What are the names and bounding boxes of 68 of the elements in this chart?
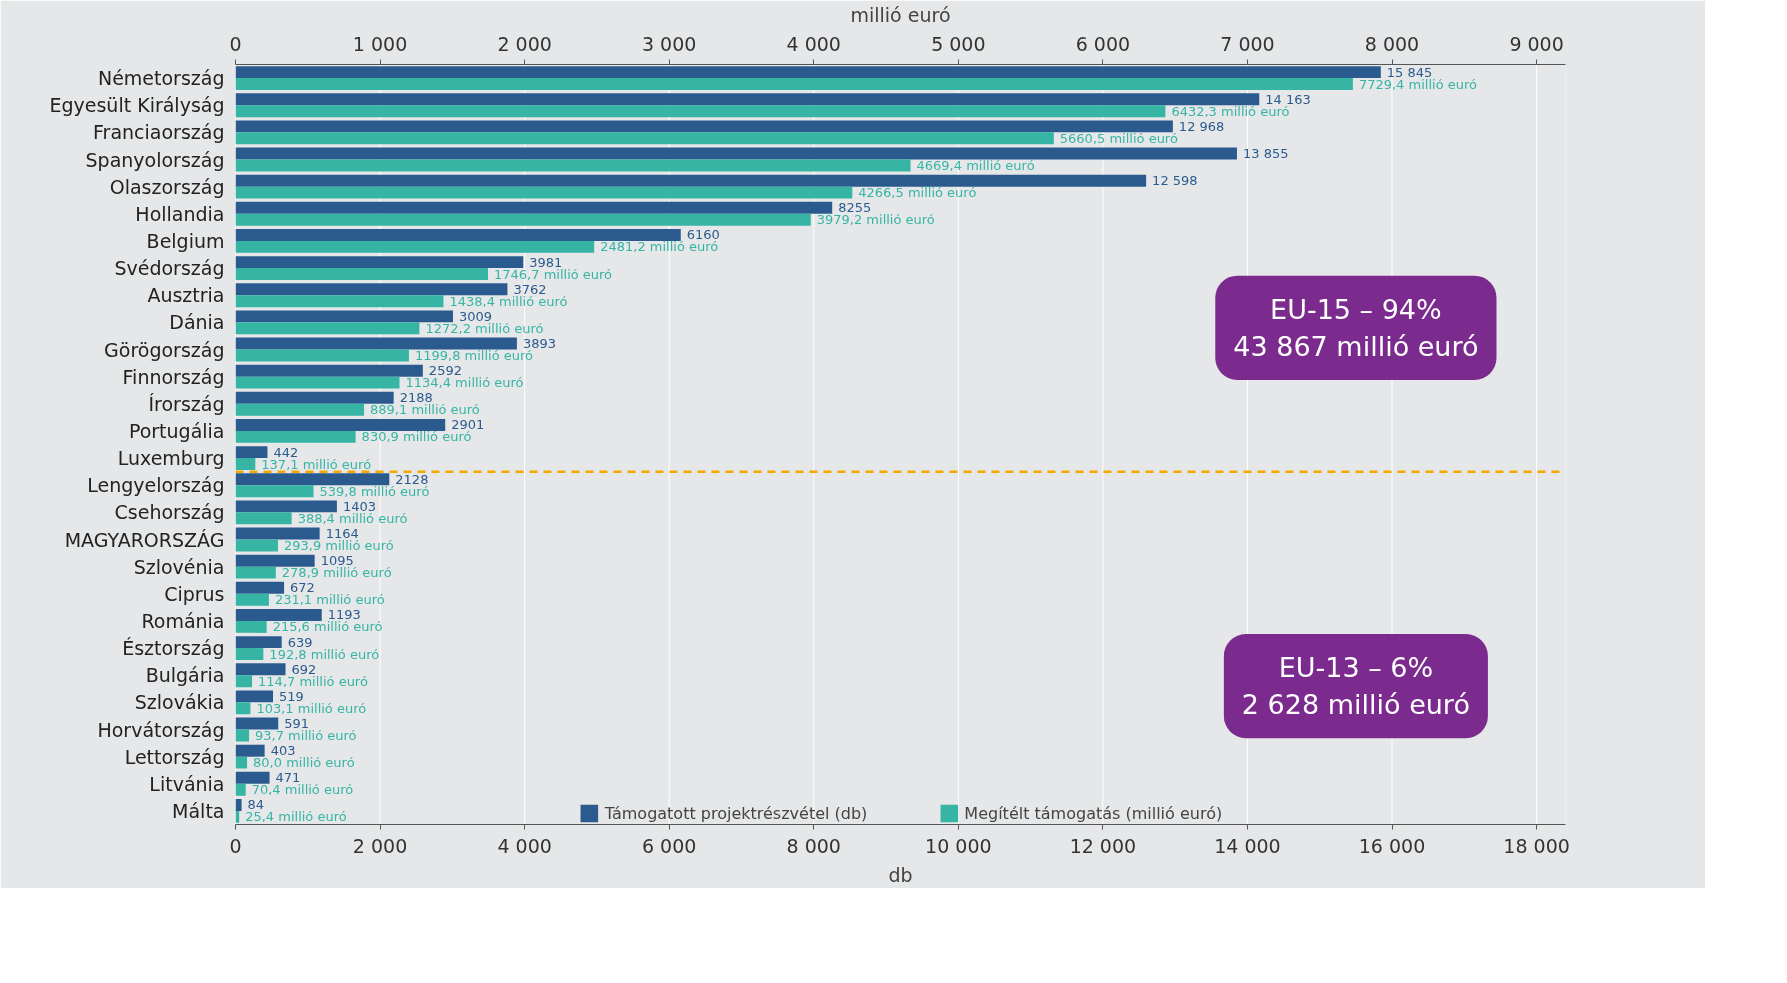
legend-label: Támogatott projektrészvétel (db) [604, 803, 868, 823]
data-label: 93,7 millió euró [255, 727, 357, 743]
y-tick-label: Románia [141, 609, 225, 632]
x-axis-title: db [888, 863, 913, 886]
y-tick-label: Portugália [128, 419, 225, 442]
x-tick-label: 8 000 [786, 834, 841, 857]
x2-tick-label: 8 000 [1364, 32, 1420, 55]
data-label: 4669,4 millió euró [916, 157, 1035, 173]
y-tick-label: Svédország [114, 257, 225, 280]
data-label: 70,4 millió euró [251, 782, 354, 798]
y-tick-label: Olaszország [109, 175, 225, 198]
y-tick-label: Csehország [114, 501, 225, 524]
x-tick-label: 18 000 [1503, 834, 1570, 857]
data-label: 13 855 [1242, 146, 1289, 162]
y-tick-label: Szlovákia [134, 691, 225, 714]
x-tick-label: 2 000 [352, 834, 408, 857]
y-tick-label: Dánia [169, 311, 225, 334]
x2-tick-label: 6 000 [1075, 32, 1131, 55]
x2-tick-label: 0 [229, 32, 242, 55]
x-tick-label: 0 [229, 834, 242, 857]
x2-tick-label: 5 000 [931, 32, 986, 55]
x2-tick-label: 2 000 [497, 32, 552, 55]
annotation: EU-13 – 6% 2 628 millió euró [1241, 651, 1470, 721]
x-tick-label: 6 000 [642, 834, 697, 857]
y-tick-label: Görögország [104, 338, 225, 361]
x2-tick-label: 9 000 [1509, 32, 1564, 55]
y-tick-label: Luxemburg [117, 447, 225, 470]
y-tick-label: Bulgária [145, 664, 225, 687]
x-tick-label: 4 000 [497, 834, 552, 857]
data-label: 2481,2 millió euró [600, 239, 719, 255]
y-tick-label: Lettország [124, 745, 225, 768]
y-tick-label: Egyesült Királyság [49, 94, 225, 117]
data-label: 4266,5 millió euró [858, 185, 977, 201]
data-label: 293,9 millió euró [283, 537, 394, 553]
x-tick-label: 14 000 [1214, 834, 1281, 857]
x-tick-label: 16 000 [1358, 834, 1426, 857]
legend-label: Megítélt támogatás (millió euró) [964, 803, 1223, 823]
x2-tick-label: 4 000 [786, 32, 841, 55]
data-label: 5660,5 millió euró [1059, 130, 1178, 146]
y-tick-label: Hollandia [135, 202, 225, 225]
data-label: 12 598 [1152, 173, 1198, 189]
y-tick-label: Szlovénia [133, 555, 225, 578]
data-label: 889,1 millió euró [370, 402, 480, 418]
y-tick-label: Írország [148, 392, 225, 415]
x2-tick-label: 1 000 [352, 32, 408, 55]
data-label: 1199,8 millió euró [414, 347, 534, 363]
x-tick-label: 10 000 [925, 834, 992, 857]
x2-tick-label: 3 000 [642, 32, 697, 55]
y-tick-label: Észtország [122, 637, 225, 660]
x2-axis-title: millió euró [850, 3, 951, 26]
y-tick-label: Belgium [146, 229, 225, 252]
y-tick-label: Horvátország [97, 718, 225, 741]
y-tick-label: Lengyelország [87, 474, 225, 497]
y-tick-label: Franciaország [93, 121, 225, 144]
y-tick-label: Finnország [122, 365, 225, 388]
y-tick-label: Spanyolország [85, 148, 225, 171]
y-tick-label: Németország [97, 67, 225, 90]
x2-tick-label: 7 000 [1220, 32, 1275, 55]
data-label: 278,9 millió euró [281, 565, 392, 581]
x-tick-label: 12 000 [1069, 834, 1137, 857]
y-tick-label: Málta [172, 799, 225, 822]
data-label: 12 968 [1178, 118, 1225, 134]
y-tick-label: Ausztria [147, 284, 225, 307]
y-tick-label: MAGYARORSZÁG [64, 528, 225, 551]
annotation: EU-15 – 94% 43 867 millió euró [1233, 293, 1479, 362]
y-tick-label: Litvánia [149, 772, 225, 795]
data-label: 215,6 millió euró [272, 619, 383, 635]
y-tick-label: Ciprus [164, 582, 225, 605]
